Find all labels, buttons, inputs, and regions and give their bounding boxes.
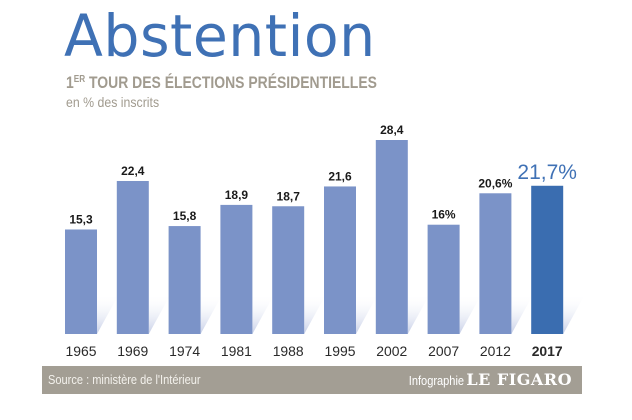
x-tick-label: 2007 xyxy=(428,343,459,359)
source-text: Source : ministère de l'Intérieur xyxy=(48,372,201,387)
bar-shadow xyxy=(200,294,223,334)
bar-shadows xyxy=(97,294,586,334)
x-tick-label: 2002 xyxy=(376,343,407,359)
subtitle-text: TOUR DES ÉLECTIONS PRÉSIDENTIELLES xyxy=(85,73,377,92)
value-label: 21,7% xyxy=(517,161,577,184)
value-label: 28,4 xyxy=(380,123,404,137)
bars xyxy=(65,140,564,334)
bar-shadow xyxy=(252,294,275,334)
bar-1995 xyxy=(324,186,356,334)
x-tick-label: 1981 xyxy=(221,343,252,359)
brand-logo: LE FIGARO xyxy=(466,370,572,389)
bar-2002 xyxy=(375,140,408,334)
value-label: 16% xyxy=(432,208,456,222)
bar-shadow xyxy=(511,294,534,334)
footer-band: Source : ministère de l'Intérieur Infogr… xyxy=(42,366,582,394)
x-tick-labels: 1965 1969 1974 1981 1988 1995 2002 2007 2012 2017 xyxy=(66,343,563,359)
bar-1974 xyxy=(168,226,201,334)
bar-shadow xyxy=(459,294,482,334)
x-tick-label: 1974 xyxy=(169,343,200,359)
value-label: 15,8 xyxy=(173,209,197,223)
bar-1965 xyxy=(65,229,97,334)
bar-1981 xyxy=(220,204,253,334)
x-tick-label: 2017 xyxy=(532,343,563,359)
x-tick-label: 1995 xyxy=(325,343,356,359)
value-label: 18,7 xyxy=(277,189,301,203)
bar-1969 xyxy=(116,180,149,334)
value-label: 18,9 xyxy=(225,188,249,202)
bar-2012 xyxy=(479,193,512,334)
bar-shadow xyxy=(563,294,586,334)
bar-2017 xyxy=(531,185,564,334)
x-tick-label: 1988 xyxy=(273,343,304,359)
bar-shadow xyxy=(304,294,327,334)
bar-shadow xyxy=(407,294,430,334)
bar-shadow xyxy=(356,294,378,334)
chart-subtitle: 1ER TOUR DES ÉLECTIONS PRÉSIDENTIELLES xyxy=(66,73,377,93)
subtitle-superscript: ER xyxy=(73,74,86,85)
value-label: 21,6 xyxy=(328,169,352,183)
value-label: 15,3 xyxy=(69,212,93,226)
chart-title: Abstention xyxy=(64,2,376,70)
bar-1988 xyxy=(272,206,305,334)
x-tick-label: 1965 xyxy=(66,343,97,359)
subtitle-prefix: 1 xyxy=(66,73,74,92)
x-tick-label: 1969 xyxy=(117,343,148,359)
bar-shadow xyxy=(97,294,119,334)
credit-label: Infographie xyxy=(408,373,464,388)
unit-note: en % des inscrits xyxy=(66,94,160,110)
x-tick-label: 2012 xyxy=(480,343,511,359)
value-label: 20,6% xyxy=(478,176,512,190)
bar-chart: 15,3 22,4 15,8 18,9 18,7 21,6 28,4 16% 20,6% 21,7… xyxy=(65,123,586,359)
value-label: 22,4 xyxy=(121,164,145,178)
bar-2007 xyxy=(427,224,460,334)
credit: Infographie LE FIGARO xyxy=(399,370,572,390)
value-labels: 15,3 22,4 15,8 18,9 18,7 21,6 28,4 16% 20,6% 21,7… xyxy=(69,123,577,226)
bar-shadow xyxy=(148,294,171,334)
